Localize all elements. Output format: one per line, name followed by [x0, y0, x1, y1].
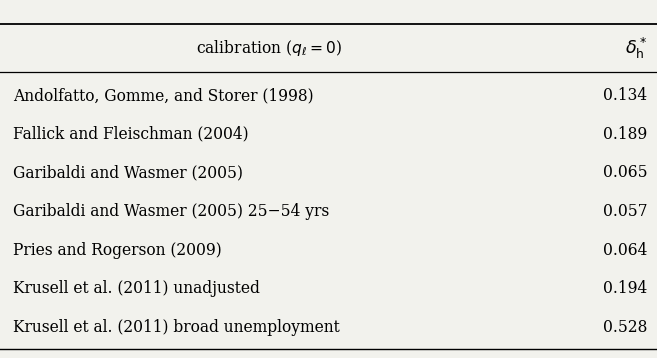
- Text: Pries and Rogerson (2009): Pries and Rogerson (2009): [13, 242, 222, 259]
- Text: calibration ($q_\ell = 0$): calibration ($q_\ell = 0$): [196, 38, 342, 58]
- Text: 0.194: 0.194: [603, 280, 647, 297]
- Text: 0.134: 0.134: [603, 87, 647, 104]
- Text: $\delta^*_{\mathrm{h}}$: $\delta^*_{\mathrm{h}}$: [625, 36, 647, 61]
- Text: Krusell et al. (2011) broad unemployment: Krusell et al. (2011) broad unemployment: [13, 319, 340, 336]
- Text: 0.064: 0.064: [602, 242, 647, 259]
- Text: Krusell et al. (2011) unadjusted: Krusell et al. (2011) unadjusted: [13, 280, 260, 297]
- Text: 0.528: 0.528: [602, 319, 647, 336]
- Text: Fallick and Fleischman (2004): Fallick and Fleischman (2004): [13, 126, 249, 143]
- Text: Garibaldi and Wasmer (2005): Garibaldi and Wasmer (2005): [13, 164, 243, 182]
- Text: 0.065: 0.065: [602, 164, 647, 182]
- Text: Andolfatto, Gomme, and Storer (1998): Andolfatto, Gomme, and Storer (1998): [13, 87, 314, 104]
- Text: 0.057: 0.057: [602, 203, 647, 220]
- Text: 0.189: 0.189: [603, 126, 647, 143]
- Text: Garibaldi and Wasmer (2005) 25−54 yrs: Garibaldi and Wasmer (2005) 25−54 yrs: [13, 203, 329, 220]
